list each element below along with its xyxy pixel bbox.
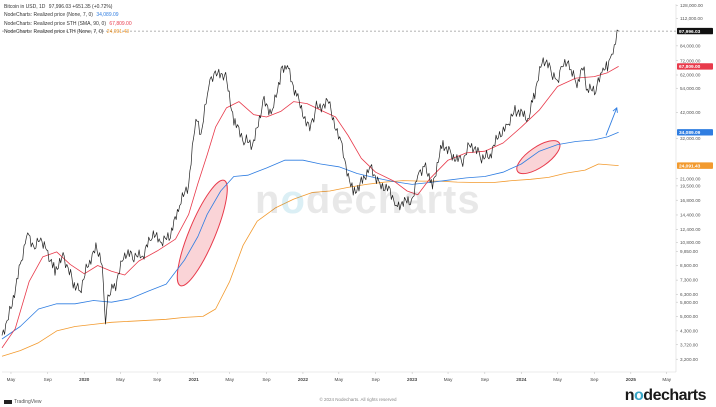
price-marker-label: 97,996.03 xyxy=(679,29,701,35)
y-tick-label: 21,000.00 xyxy=(680,176,701,181)
legend-row-realized-price-lth[interactable]: NodeCharts: Realized price LTH (None, 7,… xyxy=(4,28,132,36)
legend-row-realized-price[interactable]: NodeCharts: Realized price (None, 7, 0) … xyxy=(4,11,132,19)
legend-value: 67,809.00 xyxy=(109,20,132,27)
x-tick-label: May xyxy=(335,377,344,382)
x-tick-label: 2020 xyxy=(79,377,90,382)
highlight-ellipse xyxy=(176,179,228,287)
x-tick-label: Sep xyxy=(590,377,599,382)
y-tick-label: 62,000.00 xyxy=(680,73,701,78)
tradingview-icon xyxy=(4,399,12,404)
y-tick-label: 10,800.00 xyxy=(680,240,701,245)
x-tick-label: May xyxy=(662,377,671,382)
y-tick-label: 19,500.00 xyxy=(680,184,701,189)
chart-legend: Bitcoin in USD, 1D 97,996.03 +651.35 (+0… xyxy=(4,3,132,37)
tradingview-logo[interactable]: TradingView xyxy=(4,399,42,405)
price-marker-label: 67,809.00 xyxy=(679,64,701,70)
series-line-2 xyxy=(1,131,619,340)
copyright-text: © 2024 Nodecharts. All rights reserved xyxy=(319,397,397,402)
x-tick-label: May xyxy=(225,377,234,382)
x-tick-label: 2021 xyxy=(189,377,200,382)
legend-label: NodeCharts: Realized price STH (SMA, 90,… xyxy=(4,20,106,27)
x-tick-label: 2022 xyxy=(298,377,309,382)
y-tick-label: 5,800.00 xyxy=(680,300,698,305)
y-tick-label: 54,000.00 xyxy=(680,86,701,91)
nodecharts-logo: nodecharts xyxy=(624,387,707,404)
x-tick-label: Sep xyxy=(44,377,53,382)
x-tick-label: Sep xyxy=(481,377,490,382)
price-marker-badge xyxy=(677,129,713,136)
y-tick-label: 7,300.00 xyxy=(680,278,698,283)
y-tick-label: 5,000.00 xyxy=(680,314,698,319)
x-tick-label: 2024 xyxy=(516,377,527,382)
y-tick-label: 42,000.00 xyxy=(680,110,701,115)
y-tick-label: 72,000.00 xyxy=(680,58,701,63)
x-tick-label: May xyxy=(444,377,453,382)
price-marker-label: 24,091.43 xyxy=(679,163,701,169)
y-tick-label: 16,800.00 xyxy=(680,198,701,203)
legend-value: 34,089.09 xyxy=(96,12,119,19)
y-tick-label: 32,000.00 xyxy=(680,136,701,141)
trend-arrow xyxy=(605,107,618,136)
x-tick-label: May xyxy=(116,377,125,382)
legend-label: NodeCharts: Realized price (None, 7, 0) xyxy=(4,12,93,19)
y-tick-label: 84,000.00 xyxy=(680,43,701,48)
legend-row-bitcoin[interactable]: Bitcoin in USD, 1D 97,996.03 +651.35 (+0… xyxy=(4,3,132,11)
y-tick-label: 12,400.00 xyxy=(680,227,701,232)
legend-value: 24,091.43 xyxy=(106,29,130,36)
legend-label: Bitcoin in USD, 1D xyxy=(4,4,46,10)
y-tick-label: 6,300.00 xyxy=(680,292,698,297)
legend-value: 97,996.03 +651.35 (+0.72%) xyxy=(48,4,113,10)
y-tick-label: 3,200.00 xyxy=(680,357,698,362)
y-tick-label: 112,000.00 xyxy=(680,16,703,21)
x-tick-label: May xyxy=(553,377,562,382)
y-tick-label: 8,500.00 xyxy=(680,263,698,268)
y-tick-label: 4,300.00 xyxy=(680,328,698,333)
trend-arrow-head xyxy=(612,107,618,113)
watermark: nodecharts xyxy=(255,178,481,222)
y-tick-label: 14,400.00 xyxy=(680,213,701,218)
price-marker-label: 34,089.09 xyxy=(679,130,701,136)
x-tick-label: Sep xyxy=(372,377,381,382)
x-tick-label: Sep xyxy=(262,377,271,382)
legend-label: NodeCharts: Realized price LTH (None, 7,… xyxy=(4,29,104,36)
y-tick-label: 3,720.00 xyxy=(680,342,698,347)
price-marker-badge xyxy=(677,162,713,169)
price-marker-badge xyxy=(677,27,713,35)
price-marker-badge xyxy=(677,63,713,70)
x-tick-label: 2025 xyxy=(626,377,637,382)
series-line-3 xyxy=(1,163,619,357)
y-tick-label: 128,000.00 xyxy=(680,3,703,8)
series-line-1 xyxy=(1,66,619,349)
series-line-0 xyxy=(1,29,619,336)
highlight-ellipse xyxy=(516,140,561,175)
x-tick-label: 2023 xyxy=(407,377,418,382)
x-tick-label: Sep xyxy=(153,377,162,382)
legend-row-realized-price-sth[interactable]: NodeCharts: Realized price STH (SMA, 90,… xyxy=(4,20,132,28)
x-tick-label: May xyxy=(7,377,16,382)
y-tick-label: 9,850.00 xyxy=(680,249,698,254)
